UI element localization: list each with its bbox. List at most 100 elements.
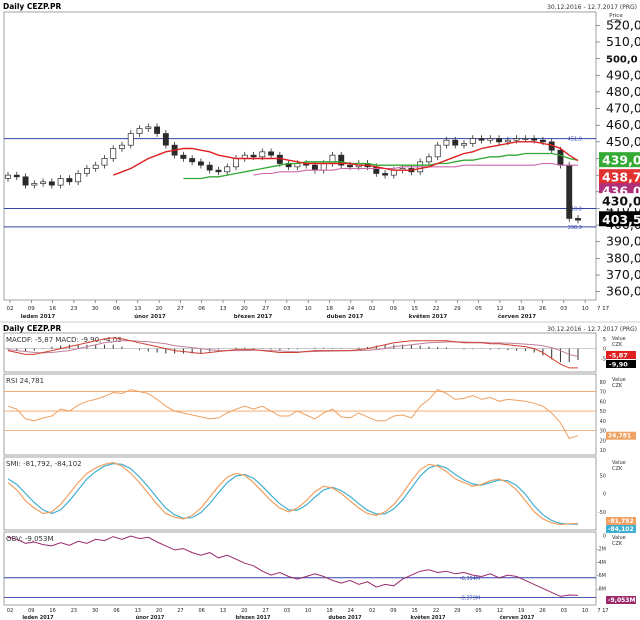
price-badge xyxy=(599,152,640,168)
price-tick-label: 460,0 xyxy=(606,117,640,132)
bottom-day-label: 03 xyxy=(561,608,567,614)
candle-body xyxy=(268,151,275,156)
obv-tick-label: -4M xyxy=(597,560,606,566)
rsi-tick-label: 10 xyxy=(600,448,606,454)
top-day-label: 10 xyxy=(305,306,312,312)
bottom-day-label: 13 xyxy=(135,608,141,614)
top-month-label: leden 2017 xyxy=(21,314,56,320)
smi-tick-label: 0 xyxy=(603,492,606,498)
obv-tick-label: -8M xyxy=(597,586,606,592)
bottom-month-label: březen 2017 xyxy=(236,614,271,620)
candle-body xyxy=(22,176,29,186)
top-month-label: únor 2017 xyxy=(134,313,166,320)
candle-body xyxy=(539,139,546,143)
bottom-cut-label: 7 17 xyxy=(597,608,608,614)
top-day-label: 20 xyxy=(241,306,248,312)
top-cut-label: 7 17 xyxy=(597,306,610,312)
bottom-day-label: 23 xyxy=(71,608,77,614)
candle-body xyxy=(522,138,529,140)
rsi-tick-label: 60 xyxy=(600,399,606,405)
top-day-label: 29 xyxy=(454,306,461,312)
macd-title: MACDF: -5,87 MACD: -9,90, -4,03 xyxy=(6,336,122,344)
candle-body xyxy=(110,148,117,159)
macd-badge xyxy=(606,351,636,359)
candle-body xyxy=(136,128,143,134)
bottom-day-label: 16 xyxy=(49,608,55,614)
smi-axis-unit: CZK xyxy=(612,466,623,472)
top-day-label: 02 xyxy=(369,306,376,312)
candle-body xyxy=(478,138,485,141)
candle-body xyxy=(154,126,161,134)
bottom-date-range: 30.12.2016 - 12.7.2017 (PRG) xyxy=(547,326,637,333)
obv-hline-label: -9,379M xyxy=(460,596,480,602)
candle-body xyxy=(513,138,520,141)
candle-body xyxy=(83,168,90,174)
bottom-day-label: 13 xyxy=(220,608,226,614)
rsi-tick-label: 40 xyxy=(600,419,606,425)
obv-tick-label: -2M xyxy=(597,547,606,553)
obv-hline-label: -6,394M xyxy=(460,576,480,582)
price-badge-label: 430,0 xyxy=(602,194,640,209)
price-tick-label: 470,0 xyxy=(606,101,640,116)
candle-body xyxy=(66,178,73,183)
candle-body xyxy=(557,149,564,166)
price-tick-label: 360,0 xyxy=(606,284,640,299)
candle-body xyxy=(57,178,64,186)
bottom-day-label: 29 xyxy=(454,608,460,614)
price-badge xyxy=(599,169,640,185)
top-day-label: 03 xyxy=(560,306,567,312)
candle-body xyxy=(189,158,196,163)
rsi-badge xyxy=(606,431,636,440)
bottom-day-label: 10 xyxy=(582,608,588,614)
macd-axis-unit: CZK xyxy=(612,342,623,348)
top-day-label: 12 xyxy=(496,306,503,312)
bottom-day-label: 26 xyxy=(539,608,545,614)
rsi-title: RSI 24,781 xyxy=(6,377,44,385)
bottom-day-label: 27 xyxy=(177,608,183,614)
obv-title: OBV: -9,053M xyxy=(6,535,54,543)
candle-body xyxy=(233,158,239,168)
top-day-label: 15 xyxy=(411,306,418,312)
candle-body xyxy=(425,156,432,163)
candle-body xyxy=(127,133,134,146)
smi-tick-label: 50 xyxy=(600,473,606,479)
macd-line xyxy=(7,337,578,369)
obv-badge-label: -9,053M xyxy=(608,597,635,604)
candle-body xyxy=(311,164,318,171)
candle-body xyxy=(197,161,204,166)
bottom-day-label: 06 xyxy=(113,608,119,614)
price-tick-label: 500,0 xyxy=(606,55,638,66)
candle-body xyxy=(206,164,213,171)
sma-slow-line xyxy=(253,162,578,176)
smi-badge-label: -84,102 xyxy=(608,526,634,533)
top-day-label: 26 xyxy=(539,306,546,312)
top-month-label: duben 2017 xyxy=(327,314,364,320)
price-badge xyxy=(599,193,640,209)
rsi-tick-label: 50 xyxy=(600,409,606,415)
candle-body xyxy=(566,164,573,219)
candle-body xyxy=(496,138,503,143)
price-axis-label: Price xyxy=(609,13,623,19)
top-day-label: 13 xyxy=(134,306,141,312)
rsi-tick-label: 30 xyxy=(600,429,606,435)
bottom-day-label: 10 xyxy=(305,608,311,614)
price-tick-label: 450,0 xyxy=(606,134,640,149)
rsi-axis-label: Value xyxy=(612,377,626,383)
smi-frame xyxy=(3,456,597,531)
top-day-label: 05 xyxy=(475,306,482,312)
top-day-label: 23 xyxy=(70,306,77,312)
price-tick-label: 390,0 xyxy=(606,234,640,249)
candle-body xyxy=(101,158,108,166)
price-tick-label: 370,0 xyxy=(606,267,640,282)
candle-body xyxy=(75,173,82,183)
price-tick-label: 510,0 xyxy=(606,34,640,49)
macd-tick-label: 0 xyxy=(603,347,606,353)
obv-tick-label: 0 xyxy=(603,533,606,539)
top-day-label: 06 xyxy=(113,306,120,312)
bottom-day-label: 27 xyxy=(262,608,268,614)
bottom-month-label: duben 2017 xyxy=(328,615,362,620)
candle-body xyxy=(40,181,47,184)
candle-body xyxy=(338,154,345,166)
candle-body xyxy=(48,181,55,186)
